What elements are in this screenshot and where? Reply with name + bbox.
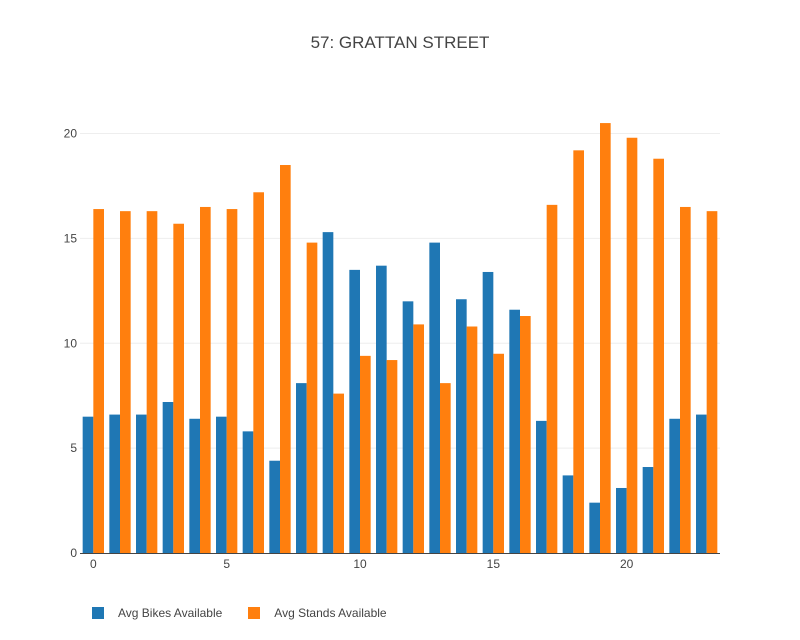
bar-bikes-3[interactable] [162,402,174,553]
legend-item-stands[interactable]: Avg Stands Available [248,606,387,620]
y-tick-label-20: 20 [64,127,78,141]
legend-swatch-bikes [92,607,104,619]
bar-bikes-22[interactable] [669,418,680,553]
bar-bikes-1[interactable] [109,414,120,553]
bar-stands-3[interactable] [173,223,184,553]
bar-stands-23[interactable] [706,211,718,553]
bar-stands-15[interactable] [493,353,504,553]
bar-bikes-13[interactable] [429,242,440,553]
chart-title: 57: GRATTAN STREET [310,33,490,52]
bar-stands-10[interactable] [360,355,371,553]
bar-stands-8[interactable] [306,242,318,553]
legend: Avg Bikes Available Avg Stands Available [92,606,413,620]
y-tick-label-15: 15 [64,231,78,245]
bar-stands-4[interactable] [200,206,211,554]
bar-stands-5[interactable] [226,209,238,554]
bar-bikes-18[interactable] [562,475,574,553]
x-tick-label-0: 0 [90,557,97,571]
bar-bikes-21[interactable] [642,467,654,553]
bar-bikes-10[interactable] [349,269,360,553]
bar-stands-22[interactable] [680,206,691,554]
grid-lines [80,133,720,449]
bar-stands-13[interactable] [440,383,451,553]
bar-stands-11[interactable] [386,360,398,553]
bar-bikes-12[interactable] [402,301,414,553]
bar-bikes-5[interactable] [216,416,227,553]
bar-bikes-16[interactable] [509,309,520,553]
bar-stands-14[interactable] [466,326,478,554]
bar-stands-20[interactable] [626,137,638,553]
legend-label-bikes: Avg Bikes Available [118,606,223,620]
y-tick-label-0: 0 [70,546,77,560]
x-tick-label-20: 20 [620,557,634,571]
bar-bikes-19[interactable] [589,502,600,553]
bar-bikes-2[interactable] [136,414,147,553]
bar-bikes-23[interactable] [696,414,707,553]
bar-stands-16[interactable] [520,316,531,553]
bar-bikes-6[interactable] [242,431,254,553]
bar-bikes-9[interactable] [322,232,334,553]
y-tick-label-10: 10 [64,336,78,350]
bar-bikes-20[interactable] [616,487,627,553]
bar-bikes-11[interactable] [376,265,387,553]
bar-stands-7[interactable] [280,165,291,553]
bar-stands-21[interactable] [653,158,664,553]
bar-stands-17[interactable] [546,204,558,553]
bar-bikes-17[interactable] [536,420,547,553]
legend-label-stands: Avg Stands Available [274,606,387,620]
bar-stands-18[interactable] [573,150,584,554]
bar-stands-12[interactable] [413,324,424,553]
x-tick-label-10: 10 [353,557,367,571]
bar-stands-19[interactable] [600,123,611,553]
bar-stands-2[interactable] [146,211,158,553]
x-tick-label-15: 15 [487,557,501,571]
legend-swatch-stands [248,607,261,619]
bar-bikes-4[interactable] [189,418,200,553]
bar-bikes-15[interactable] [482,271,494,553]
bar-bikes-8[interactable] [296,383,307,553]
bars [82,123,718,554]
bar-stands-1[interactable] [120,211,131,553]
bar-stands-9[interactable] [333,393,344,553]
y-tick-label-5: 5 [70,441,77,455]
bar-bikes-0[interactable] [82,416,94,553]
legend-item-bikes[interactable]: Avg Bikes Available [92,606,222,620]
bar-bikes-14[interactable] [456,299,467,553]
axes: 0 5 10 15 20 0 5 10 15 20 [64,127,720,571]
bar-stands-0[interactable] [93,209,104,554]
bar-stands-6[interactable] [253,192,264,553]
bar-bikes-7[interactable] [269,460,280,553]
x-tick-label-5: 5 [223,557,230,571]
